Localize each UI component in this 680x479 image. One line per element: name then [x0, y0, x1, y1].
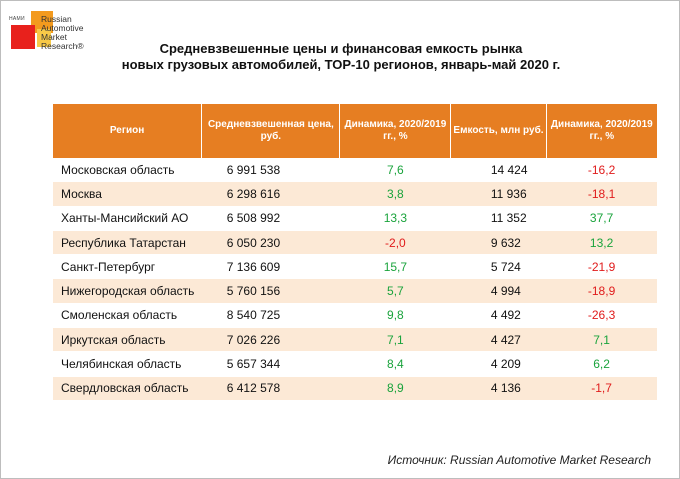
capacity-cell: 4 136	[450, 376, 547, 401]
capacity-dynamics-cell: 37,7	[546, 206, 657, 231]
price-cell: 6 050 230	[201, 230, 340, 256]
capacity-dynamics-cell: -16,2	[546, 158, 657, 183]
table-row: Москва 6 298 616 3,8 11 936 -18,1	[53, 181, 657, 207]
capacity-cell: 4 209	[450, 351, 547, 377]
table-row: Свердловская область 6 412 578 8,9 4 136 -1,…	[53, 376, 657, 401]
logo-square-red	[11, 25, 35, 49]
table-row: Санкт-Петербург 7 136 609 15,7 5 724 -21,9	[53, 254, 657, 280]
header-capacity-dynamics: Динамика, 2020/2019 гг., %	[546, 104, 657, 158]
capacity-dynamics-cell: -1,7	[546, 376, 657, 401]
price-dynamics-cell: 13,3	[339, 206, 451, 231]
table-row: Республика Татарстан 6 050 230 -2,0 9 632 13…	[53, 230, 657, 256]
price-dynamics-cell: 7,1	[339, 327, 451, 353]
table-row: Ханты-Мансийский АО 6 508 992 13,3 11 352 37…	[53, 206, 657, 231]
price-dynamics-cell: 15,7	[339, 254, 451, 280]
capacity-cell: 4 994	[450, 278, 547, 304]
capacity-dynamics-cell: 13,2	[546, 230, 657, 256]
capacity-cell: 11 352	[450, 206, 547, 231]
price-cell: 6 991 538	[201, 158, 340, 183]
regions-table: Регион Средневзвешенная цена, руб. Динам…	[53, 104, 657, 401]
capacity-dynamics-cell: -18,1	[546, 181, 657, 207]
capacity-dynamics-cell: 6,2	[546, 351, 657, 377]
capacity-dynamics-cell: -18,9	[546, 278, 657, 304]
table-row: Московская область 6 991 538 7,6 14 424 -16,…	[53, 158, 657, 183]
header-price: Средневзвешенная цена, руб.	[201, 104, 341, 158]
capacity-dynamics-cell: -21,9	[546, 254, 657, 280]
price-cell: 5 760 156	[201, 278, 340, 304]
page-title: Средневзвешенные цены и финансовая емкос…	[1, 41, 680, 73]
price-dynamics-cell: 3,8	[339, 181, 451, 207]
capacity-cell: 4 427	[450, 327, 547, 353]
table-header-row: Регион Средневзвешенная цена, руб. Динам…	[53, 104, 657, 158]
header-price-dynamics: Динамика, 2020/2019 гг., %	[339, 104, 452, 158]
logo-brand-line: Research®	[41, 41, 84, 51]
header-capacity: Емкость, млн руб.	[450, 104, 547, 158]
price-cell: 7 136 609	[201, 254, 340, 280]
logo-brand-line: Automotive	[41, 23, 84, 33]
price-dynamics-cell: 8,9	[339, 376, 451, 401]
capacity-dynamics-cell: -26,3	[546, 303, 657, 329]
region-cell: Москва	[53, 181, 202, 207]
price-dynamics-cell: 9,8	[339, 303, 451, 329]
price-cell: 6 298 616	[201, 181, 340, 207]
region-cell: Иркутская область	[53, 327, 202, 353]
price-cell: 5 657 344	[201, 351, 340, 377]
title-line-1: Средневзвешенные цены и финансовая емкос…	[159, 41, 523, 56]
price-dynamics-cell: 8,4	[339, 351, 451, 377]
capacity-cell: 4 492	[450, 303, 547, 329]
table-body: Московская область 6 991 538 7,6 14 424 -16,…	[53, 158, 657, 401]
table-row: Нижегородская область 5 760 156 5,7 4 994 -1…	[53, 278, 657, 304]
price-cell: 8 540 725	[201, 303, 340, 329]
source-note: Источник: Russian Automotive Market Rese…	[387, 453, 651, 467]
region-cell: Ханты-Мансийский АО	[53, 206, 202, 231]
title-line-2: новых грузовых автомобилей, ТОР-10 регио…	[121, 57, 561, 72]
region-cell: Свердловская область	[53, 376, 202, 401]
capacity-cell: 9 632	[450, 230, 547, 256]
price-cell: 6 412 578	[201, 376, 340, 401]
logo-square-orange	[31, 11, 53, 33]
region-cell: Республика Татарстан	[53, 230, 202, 256]
price-cell: 7 026 226	[201, 327, 340, 353]
price-dynamics-cell: 5,7	[339, 278, 451, 304]
capacity-dynamics-cell: 7,1	[546, 327, 657, 353]
price-cell: 6 508 992	[201, 206, 340, 231]
region-cell: Смоленская область	[53, 303, 202, 329]
logo-nami-text: НАМИ	[9, 16, 25, 22]
table-row: Иркутская область 7 026 226 7,1 4 427 7,1	[53, 327, 657, 353]
company-logo: НАМИ Russian Automotive Market Research®	[7, 7, 87, 67]
capacity-cell: 5 724	[450, 254, 547, 280]
logo-brand-line: Russian	[41, 14, 72, 24]
price-dynamics-cell: 7,6	[339, 158, 451, 183]
table-row: Челябинская область 5 657 344 8,4 4 209 6,2	[53, 351, 657, 377]
price-dynamics-cell: -2,0	[339, 230, 451, 256]
region-cell: Нижегородская область	[53, 278, 202, 304]
logo-brand-text: Russian Automotive Market Research®	[41, 15, 101, 51]
logo-square-yellow	[37, 29, 51, 47]
region-cell: Санкт-Петербург	[53, 254, 202, 280]
logo-brand-line: Market	[41, 32, 67, 42]
capacity-cell: 11 936	[450, 181, 547, 207]
header-region: Регион	[53, 104, 203, 158]
region-cell: Московская область	[53, 158, 202, 183]
table-row: Смоленская область 8 540 725 9,8 4 492 -26,3	[53, 303, 657, 329]
capacity-cell: 14 424	[450, 158, 547, 183]
region-cell: Челябинская область	[53, 351, 202, 377]
